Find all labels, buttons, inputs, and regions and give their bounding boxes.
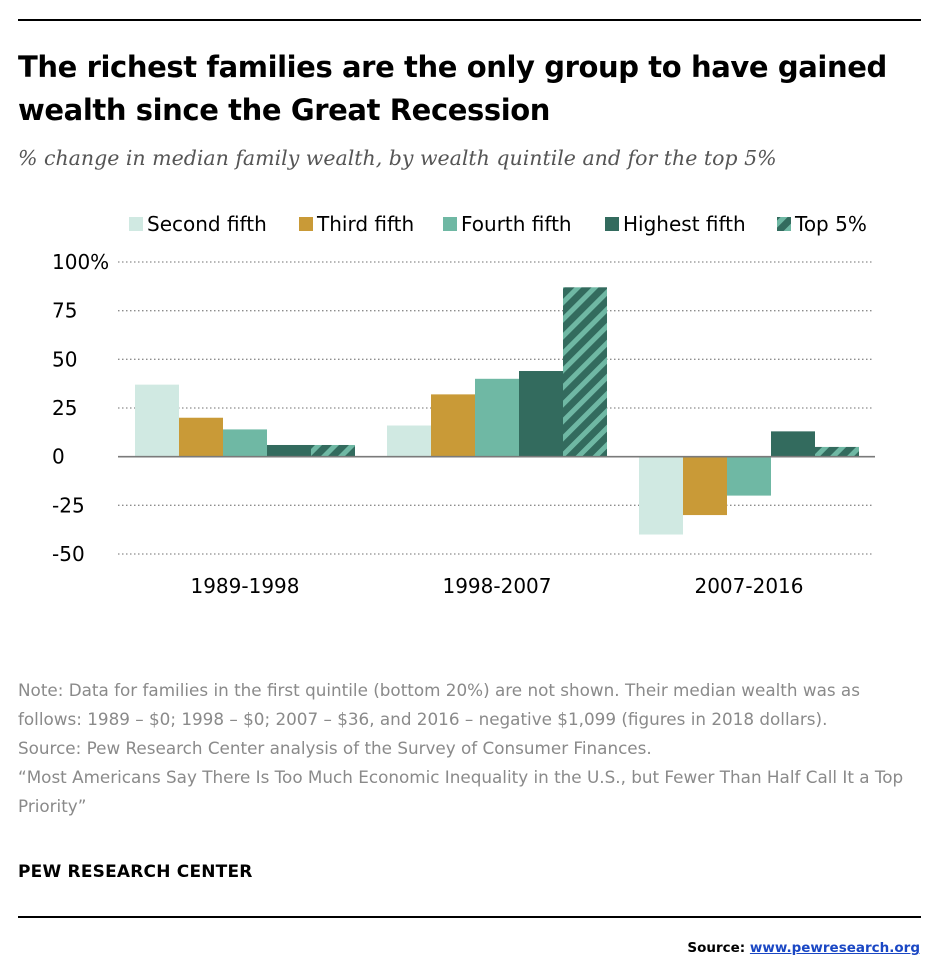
x-category-label: 2007-2016 [694, 574, 803, 598]
legend: Second fifth Third fifth Fourth fifth Highe… [129, 212, 867, 236]
legend-label-highest-fifth: Highest fifth [623, 212, 746, 236]
bar [311, 444, 355, 457]
bar [135, 384, 179, 457]
bar-chart: Second fifth Third fifth Fourth fifth Highe… [52, 212, 875, 598]
legend-label-fourth-fifth: Fourth fifth [461, 212, 572, 236]
brand-name: PEW RESEARCH CENTER [18, 862, 253, 882]
top-rule [18, 19, 921, 21]
bar [683, 456, 727, 516]
footer-source: Source: www.pewresearch.org [687, 940, 920, 956]
bar [639, 456, 683, 535]
bars [135, 287, 859, 535]
footer-source-label: Source: [687, 940, 746, 956]
legend-swatch-highest-fifth [605, 217, 619, 231]
y-tick-label: 50 [52, 347, 77, 371]
bottom-rule [18, 916, 921, 918]
legend-label-top-5: Top 5% [794, 212, 867, 236]
bar [519, 371, 563, 457]
x-category-label: 1998-2007 [442, 574, 551, 598]
bar [179, 417, 223, 457]
y-tick-label: -25 [52, 493, 85, 517]
bar [727, 456, 771, 496]
y-tick-label: -50 [52, 542, 85, 566]
bar [431, 394, 475, 457]
legend-swatch-top-5 [777, 217, 791, 231]
legend-swatch-third-fifth [299, 217, 313, 231]
y-tick-label: 100% [52, 250, 109, 274]
y-tick-label: 0 [52, 445, 65, 469]
note-text: Note: Data for families in the first qui… [18, 680, 860, 729]
x-category-label: 1989-1998 [190, 574, 299, 598]
axes: 1989-1998 1998-2007 2007-2016 [118, 455, 875, 598]
bar [223, 429, 267, 457]
legend-label-second-fifth: Second fifth [147, 212, 267, 236]
source-text: Source: Pew Research Center analysis of … [18, 738, 652, 758]
y-tick-label: 75 [52, 299, 77, 323]
bar [771, 431, 815, 457]
notes-block: Note: Data for families in the first qui… [18, 676, 923, 821]
bar [267, 444, 311, 457]
bar [387, 425, 431, 457]
bar [815, 446, 859, 457]
y-tick-label: 25 [52, 396, 77, 420]
bar [563, 287, 607, 457]
footer-source-link[interactable]: www.pewresearch.org [749, 940, 920, 956]
legend-label-third-fifth: Third fifth [316, 212, 414, 236]
chart-title: The richest families are the only group … [18, 50, 887, 127]
legend-swatch-fourth-fifth [443, 217, 457, 231]
bar [475, 378, 519, 457]
chart-subtitle: % change in median family wealth, by wea… [18, 146, 777, 170]
legend-swatch-second-fifth [129, 217, 143, 231]
report-title-text: “Most Americans Say There Is Too Much Ec… [18, 767, 904, 816]
